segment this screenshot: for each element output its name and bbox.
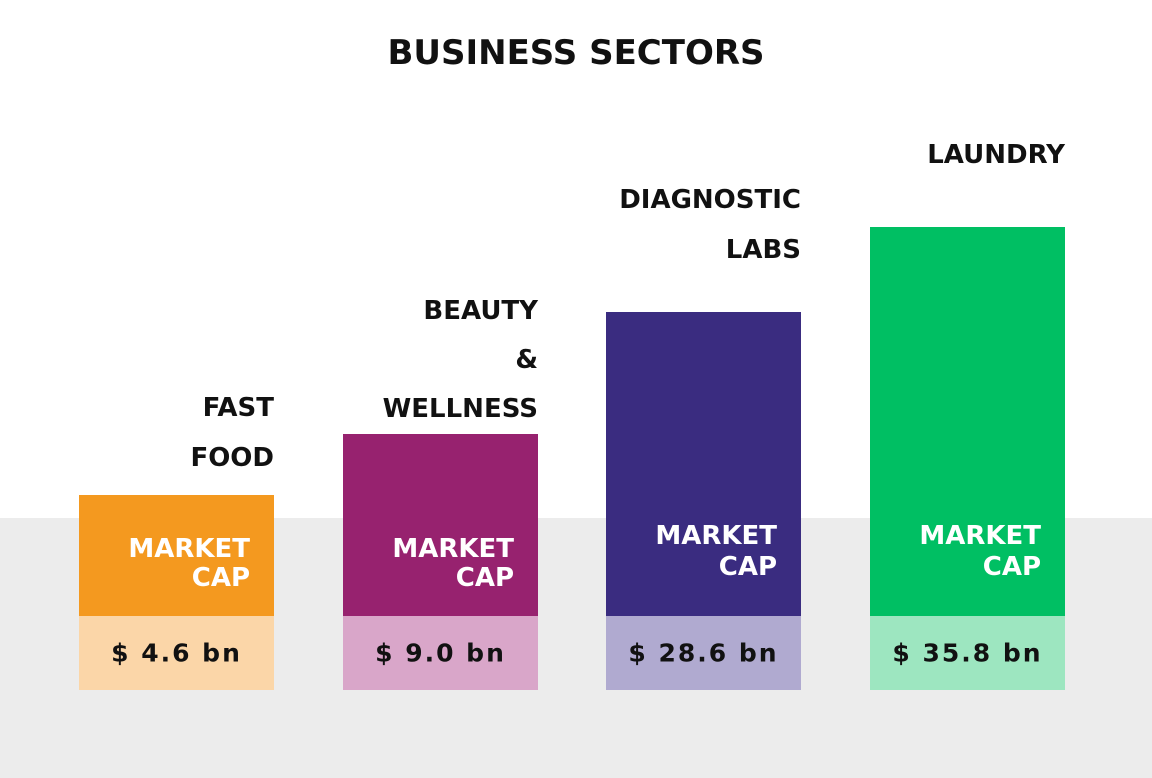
sector-value: $ 9.0 bn [375, 638, 506, 668]
value-cell [343, 616, 538, 690]
sector-name: DIAGNOSTIC [619, 185, 801, 215]
sector-name: & [515, 345, 538, 375]
metric-label: MARKET [392, 534, 514, 564]
sector-bar [343, 434, 538, 616]
sector-bar [606, 312, 801, 616]
sector-name: BEAUTY [423, 296, 538, 326]
metric-label: MARKET [919, 521, 1041, 551]
sector-name: FOOD [190, 443, 274, 473]
value-cell [870, 616, 1065, 690]
metric-label: MARKET [655, 521, 777, 551]
sector-value: $ 28.6 bn [628, 638, 779, 668]
sector-name: LAUNDRY [927, 140, 1065, 170]
title: BUSINESS SECTORS [387, 33, 765, 73]
metric-label: MARKET [128, 534, 250, 564]
metric-label: CAP [718, 552, 777, 582]
sector-name: WELLNESS [382, 394, 538, 424]
sector-bar [870, 227, 1065, 616]
value-cell [79, 616, 274, 690]
metric-label: CAP [455, 563, 514, 593]
metric-label: CAP [982, 552, 1041, 582]
metric-label: CAP [191, 563, 250, 593]
sector-name: FAST [202, 393, 274, 423]
sector-bar [79, 495, 274, 616]
sector-value: $ 35.8 bn [892, 638, 1043, 668]
sector-name: LABS [725, 235, 801, 265]
value-cell [606, 616, 801, 690]
sector-value: $ 4.6 bn [111, 638, 242, 668]
